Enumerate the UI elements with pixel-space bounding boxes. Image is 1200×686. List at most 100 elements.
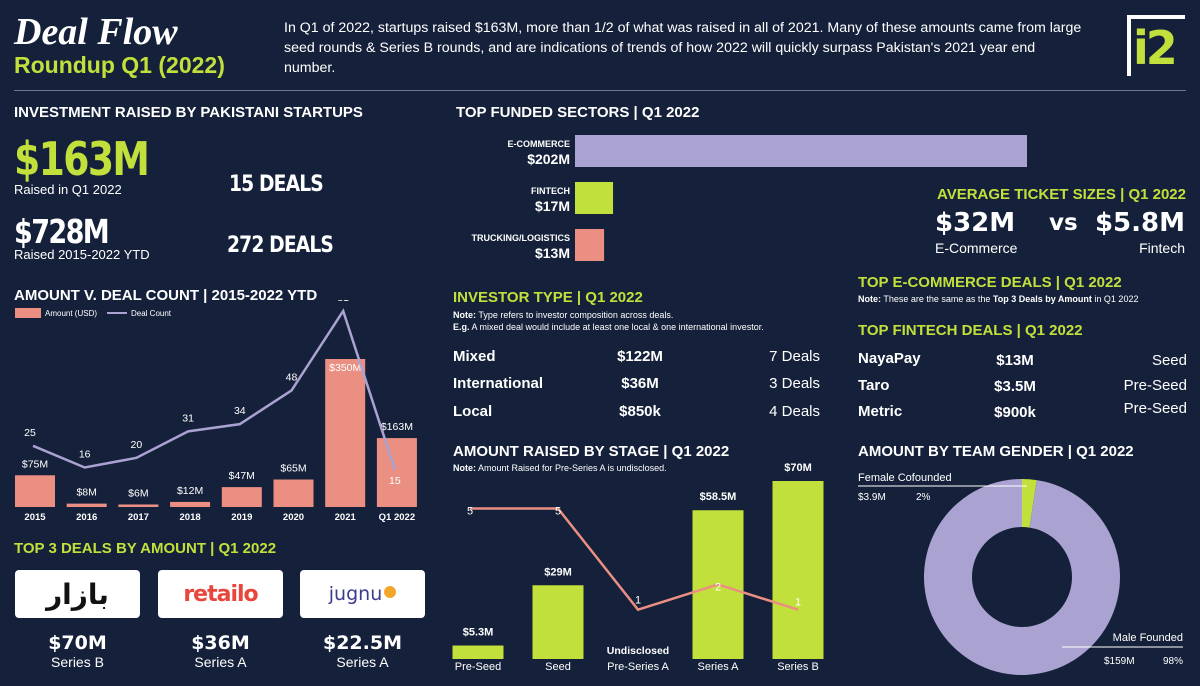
stage-tick-label: Seed — [545, 661, 571, 673]
stage-bar-label: $70M — [784, 462, 812, 474]
investor-note-2-prefix: E.g. — [453, 322, 470, 332]
bazaar-logo-text: بازار — [46, 577, 109, 611]
stage-deal-label: 5 — [555, 506, 561, 518]
header-description: In Q1 of 2022, startups raised $163M, mo… — [284, 20, 1082, 76]
amount-by-stage-chart: $5.3M Pre-Seed $29M Seed Undisclosed Pre-Seri… — [452, 462, 824, 673]
investor-deals-international: 3 Deals — [769, 375, 820, 392]
jugnu-logo: jugnu — [300, 570, 425, 618]
male-slice-amount: $159M — [1104, 656, 1135, 667]
fintech-deal-name-1: NayaPay — [858, 350, 921, 367]
amount-bar-label: $6M — [128, 487, 148, 499]
male-slice-label: Male Founded — [1113, 632, 1183, 644]
fintech-deal-name-3: Metric — [858, 403, 903, 420]
avg-ticket-fintech: $5.8M — [1094, 208, 1185, 238]
sectors-heading: TOP FUNDED SECTORS | Q1 2022 — [456, 104, 700, 121]
q1-amount: $163M — [14, 132, 150, 186]
female-slice-amount: $3.9M — [858, 492, 886, 503]
deal-count-label: 15 — [389, 475, 401, 487]
top-deals-heading: TOP 3 DEALS BY AMOUNT | Q1 2022 — [14, 540, 277, 557]
amount-bar-label: $65M — [280, 463, 306, 475]
amount-bar-label: $47M — [229, 470, 255, 482]
stage-tick-label: Series A — [698, 661, 740, 673]
year-tick-label: 2019 — [231, 512, 252, 523]
jugnu-logo-text: jugnu — [328, 583, 383, 605]
stage-tick-label: Series B — [777, 661, 819, 673]
gender-slice — [924, 479, 1120, 675]
amount-bar — [15, 475, 55, 507]
page-subtitle: Roundup Q1 (2022) — [14, 52, 225, 78]
header-divider — [14, 90, 1186, 91]
stage-note-prefix: Note: — [453, 463, 476, 473]
ytd-label: Raised 2015-2022 YTD — [14, 247, 150, 262]
top-deal-round-2: Series A — [194, 654, 247, 670]
stage-deal-label: 2 — [715, 581, 721, 593]
year-tick-label: 2015 — [24, 512, 46, 523]
stage-bar-label: $5.3M — [463, 627, 494, 639]
sector-label: E-COMMERCE — [508, 139, 571, 149]
stage-bar — [532, 585, 584, 659]
avg-ticket-vs: vs — [1049, 210, 1078, 236]
top-deal-amount-3: $22.5M — [322, 632, 402, 654]
retailo-logo: retailo — [158, 570, 283, 618]
female-slice-pct: 2% — [916, 492, 931, 503]
brand-logo-text: i2 — [1133, 21, 1178, 75]
deal-count-line — [32, 308, 397, 471]
investor-note-1: Note: Type refers to investor compositio… — [453, 310, 673, 320]
stage-deal-label: 1 — [635, 595, 641, 607]
amount-bar-label: $75M — [22, 458, 48, 470]
amount-bar — [221, 487, 262, 507]
page-title: Deal Flow — [14, 11, 178, 53]
legend-label-deal-count: Deal Count — [131, 309, 172, 318]
deal-count-label: 31 — [182, 412, 194, 424]
amount-bar-label: $163M — [381, 421, 413, 433]
ecommerce-deals-note: Note: These are the same as the Top 3 De… — [858, 294, 1138, 304]
amount-bar — [376, 438, 417, 507]
deal-count-label: 25 — [24, 427, 36, 439]
ecommerce-note-text: These are the same as the — [881, 294, 993, 304]
top-deal-round-1: Series B — [51, 654, 104, 670]
fintech-deals-heading: TOP FINTECH DEALS | Q1 2022 — [858, 322, 1083, 339]
amount-bar — [170, 501, 211, 507]
deal-count-label: 16 — [79, 448, 91, 460]
investor-amount-mixed: $122M — [617, 348, 663, 365]
fintech-deal-stage-2: Pre-Seed — [1123, 377, 1187, 394]
ytd-deals: 272 DEALS — [227, 233, 334, 258]
amount-chart-heading: AMOUNT V. DEAL COUNT | 2015-2022 YTD — [14, 287, 318, 304]
avg-ticket-fintech-label: Fintech — [1139, 240, 1185, 256]
sector-bar — [575, 182, 614, 214]
stage-deal-label: 5 — [467, 506, 473, 518]
fintech-deal-amount-3: $900k — [994, 404, 1036, 421]
amount-bar-label: $350M — [329, 362, 361, 374]
amount-bar-label: $12M — [177, 485, 203, 497]
investor-note-1-prefix: Note: — [453, 310, 476, 320]
amount-bar — [66, 503, 107, 507]
amount-bar-label: $8M — [76, 487, 96, 499]
sector-value: $17M — [535, 198, 570, 214]
avg-ticket-ecommerce-label: E-Commerce — [935, 240, 1018, 256]
stage-tick-label: Undisclosed — [607, 645, 669, 657]
stage-tick-label: Pre-Seed — [455, 661, 501, 673]
ecommerce-note-prefix: Note: — [858, 294, 881, 304]
investor-note-2: E.g. A mixed deal would include at least… — [453, 322, 764, 332]
stage-bar-label: $58.5M — [700, 491, 737, 503]
investor-note-1-text: Type refers to investor composition acro… — [476, 310, 674, 320]
q1-label: Raised in Q1 2022 — [14, 182, 122, 197]
year-tick-label: Q1 2022 — [379, 512, 415, 523]
year-tick-label: 2017 — [128, 512, 149, 523]
sector-value: $13M — [535, 245, 570, 261]
sector-bar — [575, 229, 605, 261]
jugnu-logo-mark — [384, 586, 397, 598]
amount-bar — [273, 479, 314, 507]
sector-label: FINTECH — [531, 186, 570, 196]
investor-note-2-text: A mixed deal would include at least one … — [469, 322, 764, 332]
deal-count-label: 81 — [337, 300, 349, 304]
sector-bar — [575, 135, 1027, 167]
investment-heading: INVESTMENT RAISED BY PAKISTANI STARTUPS — [14, 104, 363, 121]
stage-bar — [772, 481, 824, 659]
investor-amount-local: $850k — [619, 403, 661, 420]
legend-label-amount: Amount (USD) — [45, 309, 97, 318]
fintech-deal-stage-1: Seed — [1151, 352, 1187, 369]
top-deal-amount-1: $70M — [48, 632, 107, 654]
investor-type-international: International — [453, 375, 544, 392]
year-tick-label: 2016 — [76, 512, 97, 523]
